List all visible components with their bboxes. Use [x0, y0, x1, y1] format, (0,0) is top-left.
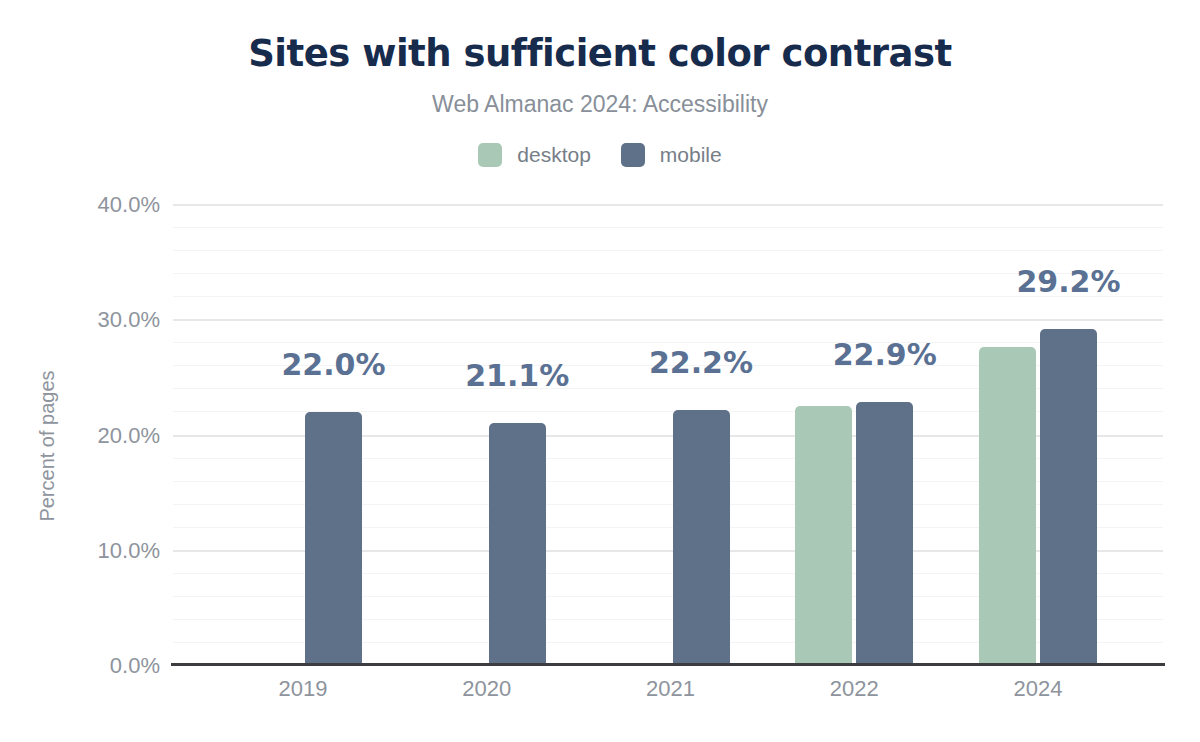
- x-tick-label: 2021: [591, 675, 751, 703]
- x-tick-label: 2020: [407, 675, 567, 703]
- y-tick-label: 0.0%: [55, 653, 160, 679]
- bar-mobile-2021: [673, 410, 730, 666]
- gridline: [173, 227, 1163, 228]
- gridline: [173, 342, 1163, 343]
- y-tick-label: 20.0%: [55, 423, 160, 449]
- gridline: [173, 204, 1163, 206]
- y-tick-label: 40.0%: [55, 192, 160, 218]
- bar-mobile-2019: [305, 412, 362, 666]
- x-axis-line: [171, 663, 1165, 666]
- data-label-2024: 29.2%: [989, 264, 1149, 300]
- x-tick-label: 2022: [774, 675, 934, 703]
- data-label-2020: 21.1%: [437, 358, 597, 394]
- plot-area: 22.0% 21.1% 22.2% 22.9% 29.2%: [173, 205, 1163, 666]
- data-label-2021: 22.2%: [621, 345, 781, 381]
- y-tick-label: 10.0%: [55, 538, 160, 564]
- bar-mobile-2022: [856, 402, 913, 666]
- chart: Sites with sufficient color contrast Web…: [0, 0, 1200, 742]
- x-tick-label: 2024: [958, 675, 1118, 703]
- figure: Percent of pages 22.0%21.1%22.2%22.9%29.…: [0, 0, 1200, 742]
- y-tick-label: 30.0%: [55, 307, 160, 333]
- gridline: [173, 250, 1163, 251]
- bar-desktop-2022: [795, 406, 852, 666]
- bar-mobile-2020: [489, 423, 546, 666]
- data-label-2019: 22.0%: [254, 347, 414, 383]
- bar-desktop-2024: [979, 347, 1036, 666]
- x-tick-label: 2019: [223, 675, 383, 703]
- data-label-2022: 22.9%: [805, 337, 965, 373]
- gridline: [173, 319, 1163, 321]
- bar-mobile-2024: [1040, 329, 1097, 666]
